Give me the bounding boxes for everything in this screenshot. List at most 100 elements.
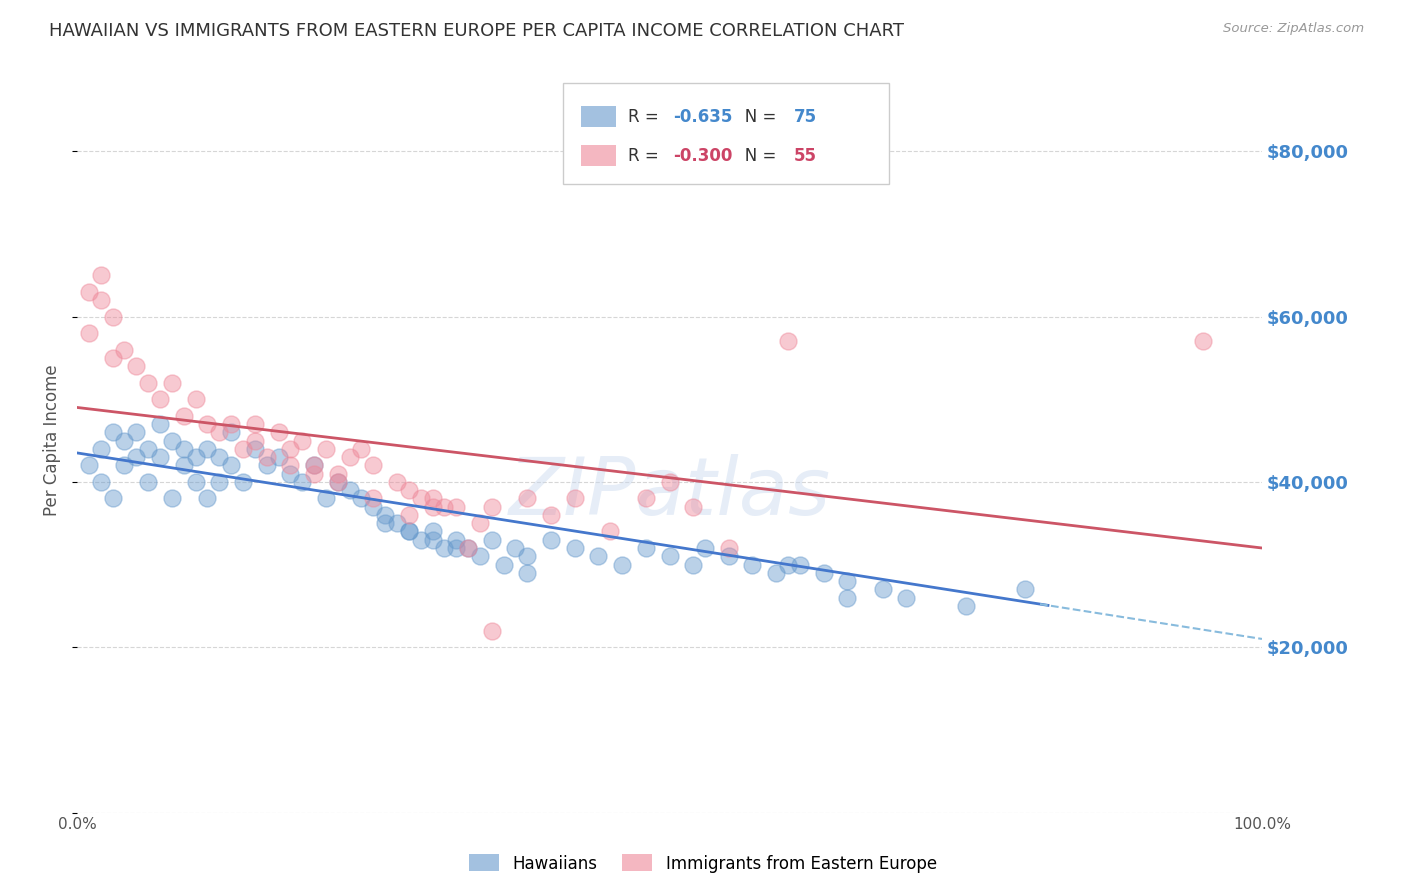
Point <box>422 500 444 514</box>
Point <box>197 491 219 506</box>
Point <box>481 500 503 514</box>
Point <box>422 491 444 506</box>
Point <box>160 376 183 390</box>
Point <box>955 599 977 613</box>
Point <box>339 450 361 464</box>
Point <box>280 458 302 473</box>
Point <box>481 624 503 638</box>
Point <box>315 491 337 506</box>
Point <box>101 351 124 365</box>
FancyBboxPatch shape <box>581 145 616 166</box>
Point <box>422 524 444 539</box>
Point <box>90 442 112 456</box>
Point <box>243 434 266 448</box>
Point <box>326 475 349 489</box>
Y-axis label: Per Capita Income: Per Capita Income <box>44 365 60 516</box>
Point <box>136 442 159 456</box>
Point <box>896 591 918 605</box>
Point <box>741 558 763 572</box>
Point <box>149 417 172 431</box>
Point <box>374 508 396 522</box>
Point <box>634 541 657 555</box>
Point <box>776 334 799 349</box>
Point <box>243 417 266 431</box>
Point <box>302 458 325 473</box>
Point <box>136 376 159 390</box>
Point <box>173 458 195 473</box>
Point <box>256 458 278 473</box>
Point <box>197 442 219 456</box>
Point <box>267 425 290 440</box>
Point <box>422 533 444 547</box>
Point <box>101 425 124 440</box>
Point <box>243 442 266 456</box>
Point <box>540 508 562 522</box>
Point <box>232 442 254 456</box>
Point <box>564 541 586 555</box>
Point <box>208 450 231 464</box>
Point <box>446 541 468 555</box>
Text: R =: R = <box>628 108 664 126</box>
Point <box>256 450 278 464</box>
Text: -0.635: -0.635 <box>673 108 733 126</box>
Point <box>101 491 124 506</box>
Point <box>516 549 538 564</box>
Point <box>149 450 172 464</box>
Point <box>90 475 112 489</box>
Point <box>173 409 195 423</box>
Point <box>446 533 468 547</box>
Point <box>291 475 314 489</box>
Point <box>634 491 657 506</box>
Point <box>160 491 183 506</box>
Point <box>184 475 207 489</box>
Point <box>136 475 159 489</box>
Point <box>658 549 681 564</box>
Point <box>363 500 385 514</box>
Text: N =: N = <box>728 108 782 126</box>
FancyBboxPatch shape <box>581 106 616 127</box>
Point <box>173 442 195 456</box>
Point <box>717 549 740 564</box>
Text: 75: 75 <box>794 108 817 126</box>
Point <box>114 343 136 357</box>
Point <box>125 425 148 440</box>
Point <box>280 467 302 481</box>
Point <box>468 549 491 564</box>
Point <box>197 417 219 431</box>
Point <box>433 500 456 514</box>
Point <box>1014 582 1036 597</box>
Point <box>398 524 420 539</box>
Point <box>302 467 325 481</box>
Point <box>409 533 432 547</box>
Point <box>350 442 373 456</box>
Point <box>457 541 479 555</box>
Point <box>1191 334 1213 349</box>
Point <box>398 483 420 497</box>
Point <box>90 293 112 307</box>
Point <box>291 434 314 448</box>
Text: -0.300: -0.300 <box>673 146 733 165</box>
Point <box>280 442 302 456</box>
Point <box>326 475 349 489</box>
Point <box>540 533 562 547</box>
Point <box>114 458 136 473</box>
Point <box>693 541 716 555</box>
Point <box>837 591 859 605</box>
Point <box>385 475 408 489</box>
Point <box>219 417 242 431</box>
Text: N =: N = <box>728 146 782 165</box>
Point <box>149 392 172 407</box>
Point <box>232 475 254 489</box>
Text: HAWAIIAN VS IMMIGRANTS FROM EASTERN EUROPE PER CAPITA INCOME CORRELATION CHART: HAWAIIAN VS IMMIGRANTS FROM EASTERN EURO… <box>49 22 904 40</box>
Point <box>433 541 456 555</box>
Point <box>658 475 681 489</box>
Point <box>682 558 704 572</box>
Point <box>409 491 432 506</box>
Point <box>398 524 420 539</box>
Point <box>302 458 325 473</box>
Point <box>363 458 385 473</box>
Point <box>208 425 231 440</box>
Point <box>326 467 349 481</box>
Point <box>315 442 337 456</box>
Point <box>599 524 621 539</box>
